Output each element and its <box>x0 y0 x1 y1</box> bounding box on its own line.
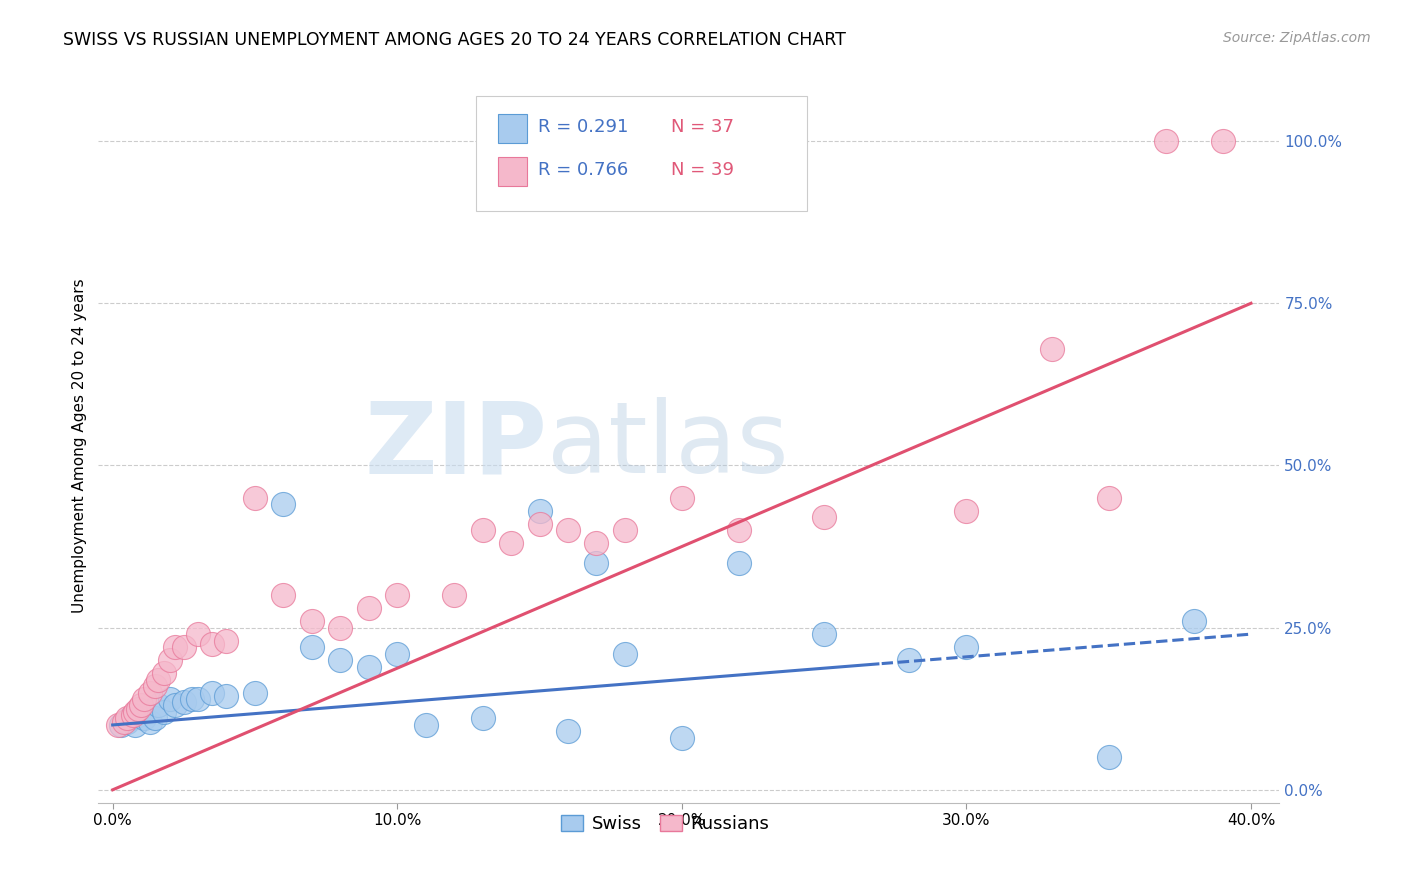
Point <box>1040 342 1063 356</box>
Point <box>121 708 143 723</box>
Point <box>243 491 266 505</box>
Point <box>585 556 607 570</box>
Point <box>243 685 266 699</box>
Point <box>153 666 176 681</box>
Point <box>357 601 380 615</box>
Point <box>955 640 977 654</box>
Text: SWISS VS RUSSIAN UNEMPLOYMENT AMONG AGES 20 TO 24 YEARS CORRELATION CHART: SWISS VS RUSSIAN UNEMPLOYMENT AMONG AGES… <box>63 31 846 49</box>
Point <box>124 705 146 719</box>
Point <box>613 524 636 538</box>
Point <box>387 647 409 661</box>
Point <box>110 718 132 732</box>
Point <box>585 536 607 550</box>
Point <box>273 588 295 602</box>
Point <box>727 556 749 570</box>
Text: atlas: atlas <box>547 398 789 494</box>
Point <box>671 491 693 505</box>
Point <box>129 698 152 713</box>
Point <box>471 711 494 725</box>
Point <box>187 692 209 706</box>
Point <box>727 524 749 538</box>
Point <box>173 695 195 709</box>
Point <box>273 497 295 511</box>
Point <box>148 673 170 687</box>
Point <box>1154 134 1177 148</box>
Point <box>813 627 835 641</box>
Point <box>955 504 977 518</box>
Point <box>471 524 494 538</box>
Point <box>529 516 551 531</box>
Point <box>187 627 209 641</box>
Point <box>127 708 149 723</box>
Point <box>329 621 352 635</box>
Point <box>557 724 579 739</box>
Text: N = 39: N = 39 <box>671 161 734 178</box>
FancyBboxPatch shape <box>477 96 807 211</box>
Point <box>301 614 323 628</box>
Point <box>165 698 187 713</box>
Text: R = 0.766: R = 0.766 <box>537 161 628 178</box>
Point <box>301 640 323 654</box>
Text: R = 0.291: R = 0.291 <box>537 118 628 136</box>
Text: ZIP: ZIP <box>364 398 547 494</box>
Point <box>148 698 170 713</box>
Point <box>132 711 155 725</box>
Point <box>898 653 921 667</box>
Point <box>613 647 636 661</box>
Point <box>143 679 166 693</box>
Point <box>118 711 141 725</box>
Point <box>115 714 138 729</box>
Point <box>143 711 166 725</box>
Point <box>129 705 152 719</box>
Legend: Swiss, Russians: Swiss, Russians <box>554 807 776 840</box>
Point <box>127 702 149 716</box>
Point <box>181 692 204 706</box>
Point <box>443 588 465 602</box>
Point <box>173 640 195 654</box>
Point <box>132 692 155 706</box>
Point <box>159 653 181 667</box>
Point <box>138 714 160 729</box>
Point <box>1182 614 1205 628</box>
Point <box>329 653 352 667</box>
Point <box>201 685 224 699</box>
Point <box>1098 750 1121 764</box>
Text: Source: ZipAtlas.com: Source: ZipAtlas.com <box>1223 31 1371 45</box>
Point <box>112 714 135 729</box>
Point <box>138 685 160 699</box>
Point <box>153 705 176 719</box>
Point <box>415 718 437 732</box>
Point <box>159 692 181 706</box>
Point <box>671 731 693 745</box>
FancyBboxPatch shape <box>498 157 527 186</box>
Point <box>387 588 409 602</box>
Point <box>201 637 224 651</box>
FancyBboxPatch shape <box>498 114 527 143</box>
Point <box>1212 134 1234 148</box>
Point <box>1098 491 1121 505</box>
Point <box>215 633 238 648</box>
Point <box>529 504 551 518</box>
Y-axis label: Unemployment Among Ages 20 to 24 years: Unemployment Among Ages 20 to 24 years <box>72 278 87 614</box>
Point <box>215 689 238 703</box>
Point <box>357 659 380 673</box>
Point <box>499 536 522 550</box>
Point <box>165 640 187 654</box>
Text: N = 37: N = 37 <box>671 118 734 136</box>
Point <box>107 718 129 732</box>
Point <box>115 711 138 725</box>
Point <box>813 510 835 524</box>
Point <box>124 718 146 732</box>
Point <box>557 524 579 538</box>
